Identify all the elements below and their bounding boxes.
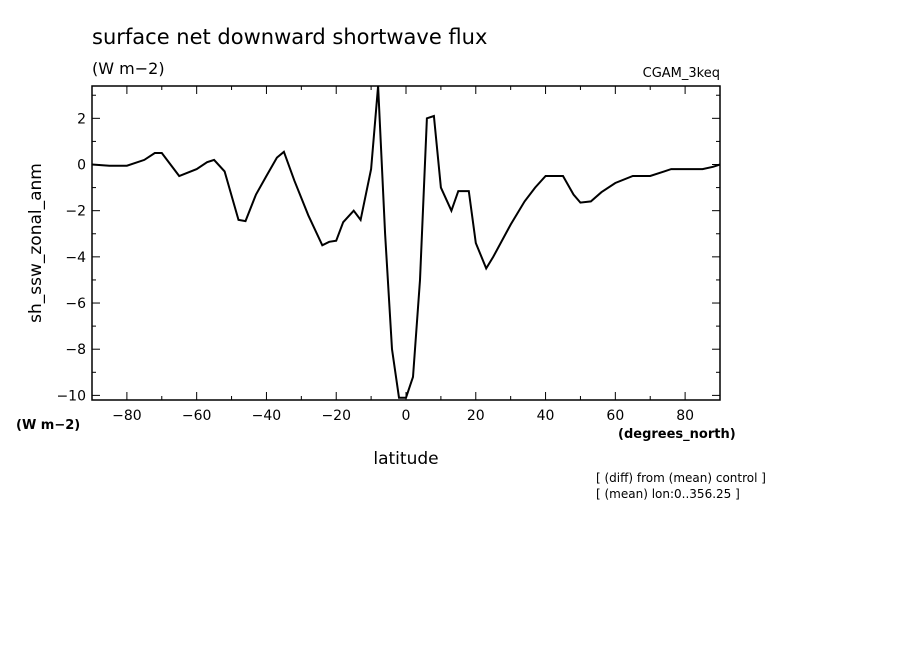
x-axis-units: (degrees_north) bbox=[618, 427, 736, 442]
y-tick-label: −4 bbox=[65, 250, 86, 266]
chart-units: (W m−2) bbox=[92, 59, 165, 78]
x-tick-label: 0 bbox=[402, 408, 411, 424]
x-tick-label: 80 bbox=[676, 408, 694, 424]
y-ticks bbox=[92, 94, 720, 396]
x-axis-label: latitude bbox=[373, 449, 438, 469]
y-axis-units: (W m−2) bbox=[16, 418, 80, 433]
note-mean: [ (mean) lon:0..356.25 ] bbox=[596, 487, 740, 501]
y-tick-label: −2 bbox=[65, 204, 86, 220]
plot-frame bbox=[91, 85, 721, 401]
x-tick-label: −40 bbox=[252, 408, 282, 424]
x-tick-label: 20 bbox=[467, 408, 485, 424]
y-tick-label: 0 bbox=[77, 158, 86, 174]
y-tick-labels: −10 −8 −6 −4 −2 0 2 bbox=[56, 111, 86, 404]
y-tick-label: −6 bbox=[65, 296, 86, 312]
y-axis-label: sh_ssw_zonal_anm bbox=[26, 163, 46, 323]
run-label: CGAM_3keq bbox=[643, 66, 720, 81]
x-ticks bbox=[91, 86, 721, 400]
x-tick-label: 40 bbox=[537, 408, 555, 424]
y-tick-label: −10 bbox=[56, 388, 86, 404]
x-tick-label: −20 bbox=[321, 408, 351, 424]
x-tick-label: −60 bbox=[182, 408, 212, 424]
y-tick-label: −8 bbox=[65, 342, 86, 358]
x-tick-label: 60 bbox=[606, 408, 624, 424]
chart-title: surface net downward shortwave flux bbox=[92, 25, 487, 49]
x-tick-label: −80 bbox=[112, 408, 142, 424]
series-line bbox=[91, 85, 721, 399]
x-tick-labels: −80 −60 −40 −20 0 20 40 60 80 bbox=[112, 408, 694, 424]
note-diff: [ (diff) from (mean) control ] bbox=[596, 471, 766, 485]
y-tick-label: 2 bbox=[77, 111, 86, 127]
